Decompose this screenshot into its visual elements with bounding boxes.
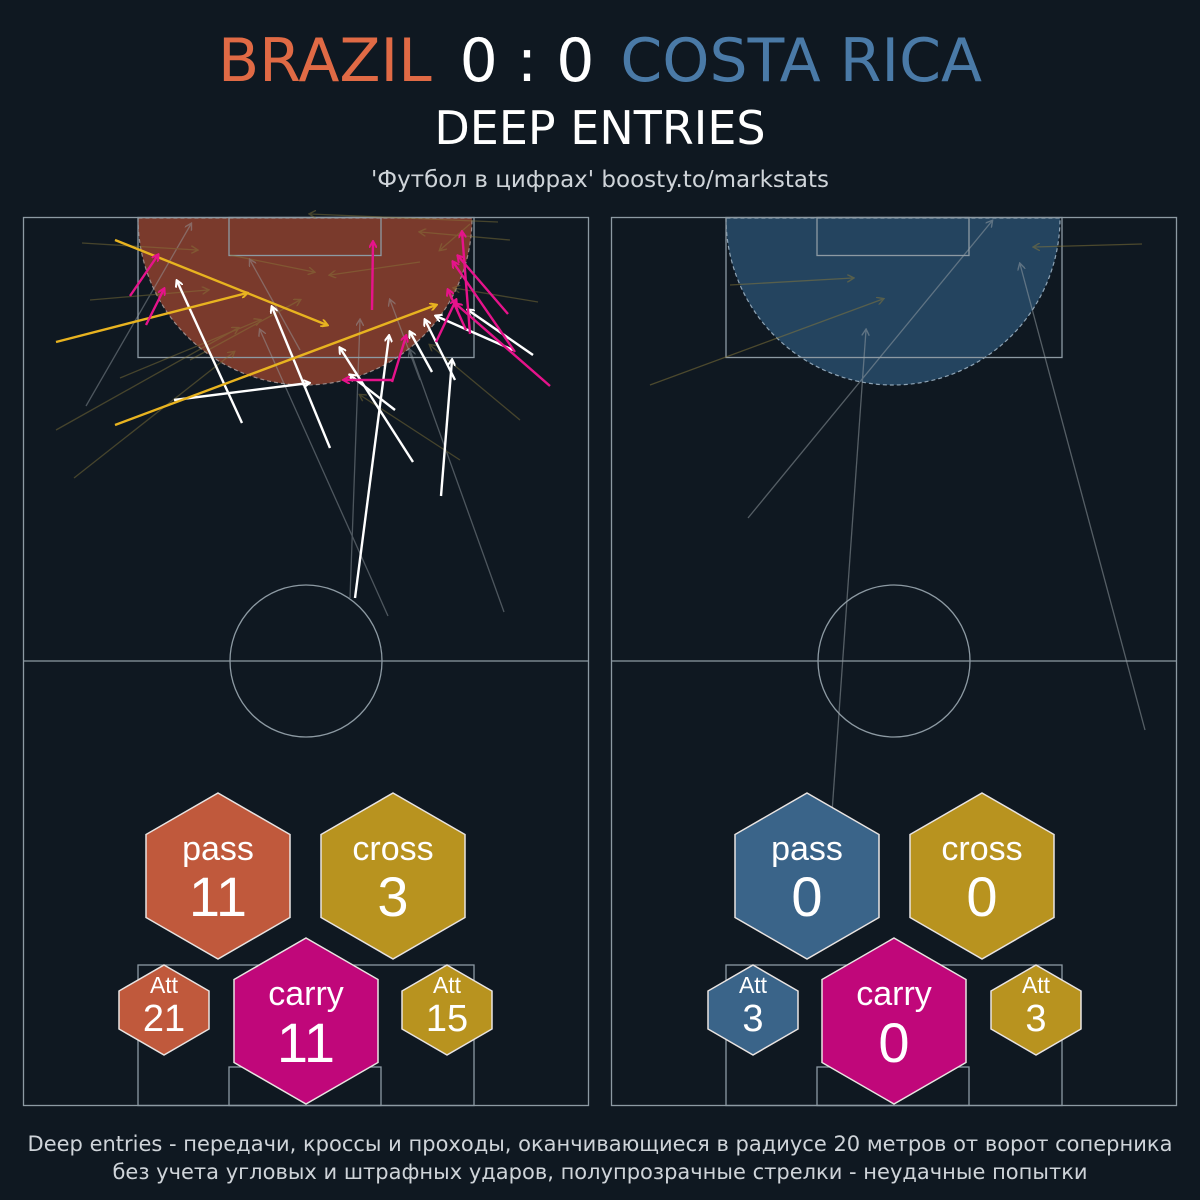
failed-arrow (330, 261, 421, 275)
cross-arrow (55, 293, 247, 344)
home-carry-value: 11 (277, 1011, 335, 1074)
away-pass-value: 0 (791, 865, 822, 928)
away-pass-label: pass (771, 830, 843, 868)
pass-arrow (177, 281, 244, 424)
away-cross-label: cross (941, 830, 1022, 868)
home-att-right-value: 15 (426, 998, 468, 1040)
failed-arrow (747, 221, 992, 519)
failed-arrow (89, 290, 208, 301)
failed-arrow (349, 320, 360, 599)
home-carry-badge: carry 11 (233, 937, 379, 1105)
away-deep-zone (725, 217, 1061, 386)
carry-arrow (129, 255, 158, 297)
home-team-name: BRAZIL (217, 26, 432, 96)
pass-arrow (173, 383, 309, 402)
failed-arrow (729, 278, 853, 286)
failed-arrow (410, 350, 505, 613)
footer-line-1: Deep entries - передачи, кроссы и проход… (27, 1132, 1173, 1156)
away-cross-badge: cross 0 (909, 792, 1055, 960)
pass-arrow (439, 360, 452, 497)
home-att-left-badge: Att 21 (118, 964, 210, 1056)
header: BRAZIL 0 : 0 COSTA RICA DEEP ENTRIES 'Футб… (0, 0, 1200, 210)
pass-arrow (272, 307, 332, 449)
carry-arrow (462, 232, 472, 335)
page-subtitle: DEEP ENTRIES (434, 101, 766, 155)
failed-arrow (260, 330, 389, 617)
match-title: BRAZIL 0 : 0 COSTA RICA (0, 28, 1200, 94)
home-pass-label: pass (182, 830, 254, 868)
away-top-six-yard-box (816, 216, 970, 257)
away-center-circle (817, 584, 971, 738)
carry-arrow (453, 262, 516, 353)
home-center-circle (229, 584, 383, 738)
failed-arrow (55, 328, 238, 431)
away-team-name: COSTA RICA (620, 26, 983, 96)
away-carry-value: 0 (878, 1011, 909, 1074)
home-cross-badge: cross 3 (320, 792, 466, 960)
credit-line: 'Футбол в цифрах' boosty.to/markstats (370, 167, 830, 193)
carry-arrow (372, 242, 373, 311)
pass-arrow (340, 348, 415, 463)
footer-note: Deep entries - передачи, кроссы и проход… (0, 1130, 1200, 1186)
pass-arrow (436, 316, 514, 352)
failed-arrow (649, 299, 883, 386)
away-carry-label: carry (856, 975, 932, 1013)
failed-arrow (310, 214, 499, 223)
cross-arrow (114, 238, 327, 325)
home-cross-label: cross (352, 830, 433, 868)
carry-arrow (456, 304, 551, 387)
home-pass-value: 11 (189, 865, 247, 928)
away-att-left-label: Att (739, 972, 768, 998)
cross-arrow (114, 305, 436, 427)
pass-arrow (410, 332, 434, 373)
home-crosses (55, 238, 436, 427)
away-att-right-value: 3 (1025, 998, 1046, 1040)
failed-arrow (1020, 264, 1146, 731)
match-score: 0 : 0 (459, 26, 595, 96)
carry-arrow (390, 336, 406, 383)
carry-arrow (434, 300, 456, 343)
failed-arrow (85, 224, 191, 407)
home-att-right-label: Att (433, 972, 462, 998)
failed-arrow (229, 254, 314, 272)
away-pitch (610, 216, 1178, 1107)
failed-arrow (119, 320, 260, 379)
home-att-left-label: Att (150, 972, 179, 998)
failed-arrow (440, 223, 471, 250)
home-pitch (22, 214, 590, 1107)
carry-arrow (144, 289, 164, 326)
away-failed-attempts (649, 221, 1146, 856)
home-carries (129, 232, 551, 387)
home-pass-badge: pass 11 (145, 792, 291, 960)
carry-arrow (458, 256, 509, 315)
footer-line-2: без учета угловых и штрафных ударов, пол… (112, 1160, 1088, 1184)
home-att-left-value: 21 (143, 998, 185, 1040)
away-pass-badge: pass 0 (734, 792, 880, 960)
away-att-right-label: Att (1022, 972, 1051, 998)
home-cross-value: 3 (377, 865, 408, 928)
away-att-left-value: 3 (742, 998, 763, 1040)
failed-arrow (828, 330, 866, 856)
carry-arrow (448, 290, 468, 331)
away-cross-value: 0 (966, 865, 997, 928)
failed-arrow (454, 288, 539, 303)
failed-arrow (73, 352, 234, 479)
home-att-right-badge: Att 15 (401, 964, 493, 1056)
failed-arrow (81, 242, 197, 250)
home-carry-label: carry (268, 975, 344, 1013)
failed-arrow (1034, 244, 1143, 247)
away-carry-badge: carry 0 (821, 937, 967, 1105)
away-att-right-badge: Att 3 (990, 964, 1082, 1056)
home-top-six-yard-box (228, 216, 382, 257)
away-att-left-badge: Att 3 (707, 964, 799, 1056)
pass-arrow (425, 320, 457, 381)
